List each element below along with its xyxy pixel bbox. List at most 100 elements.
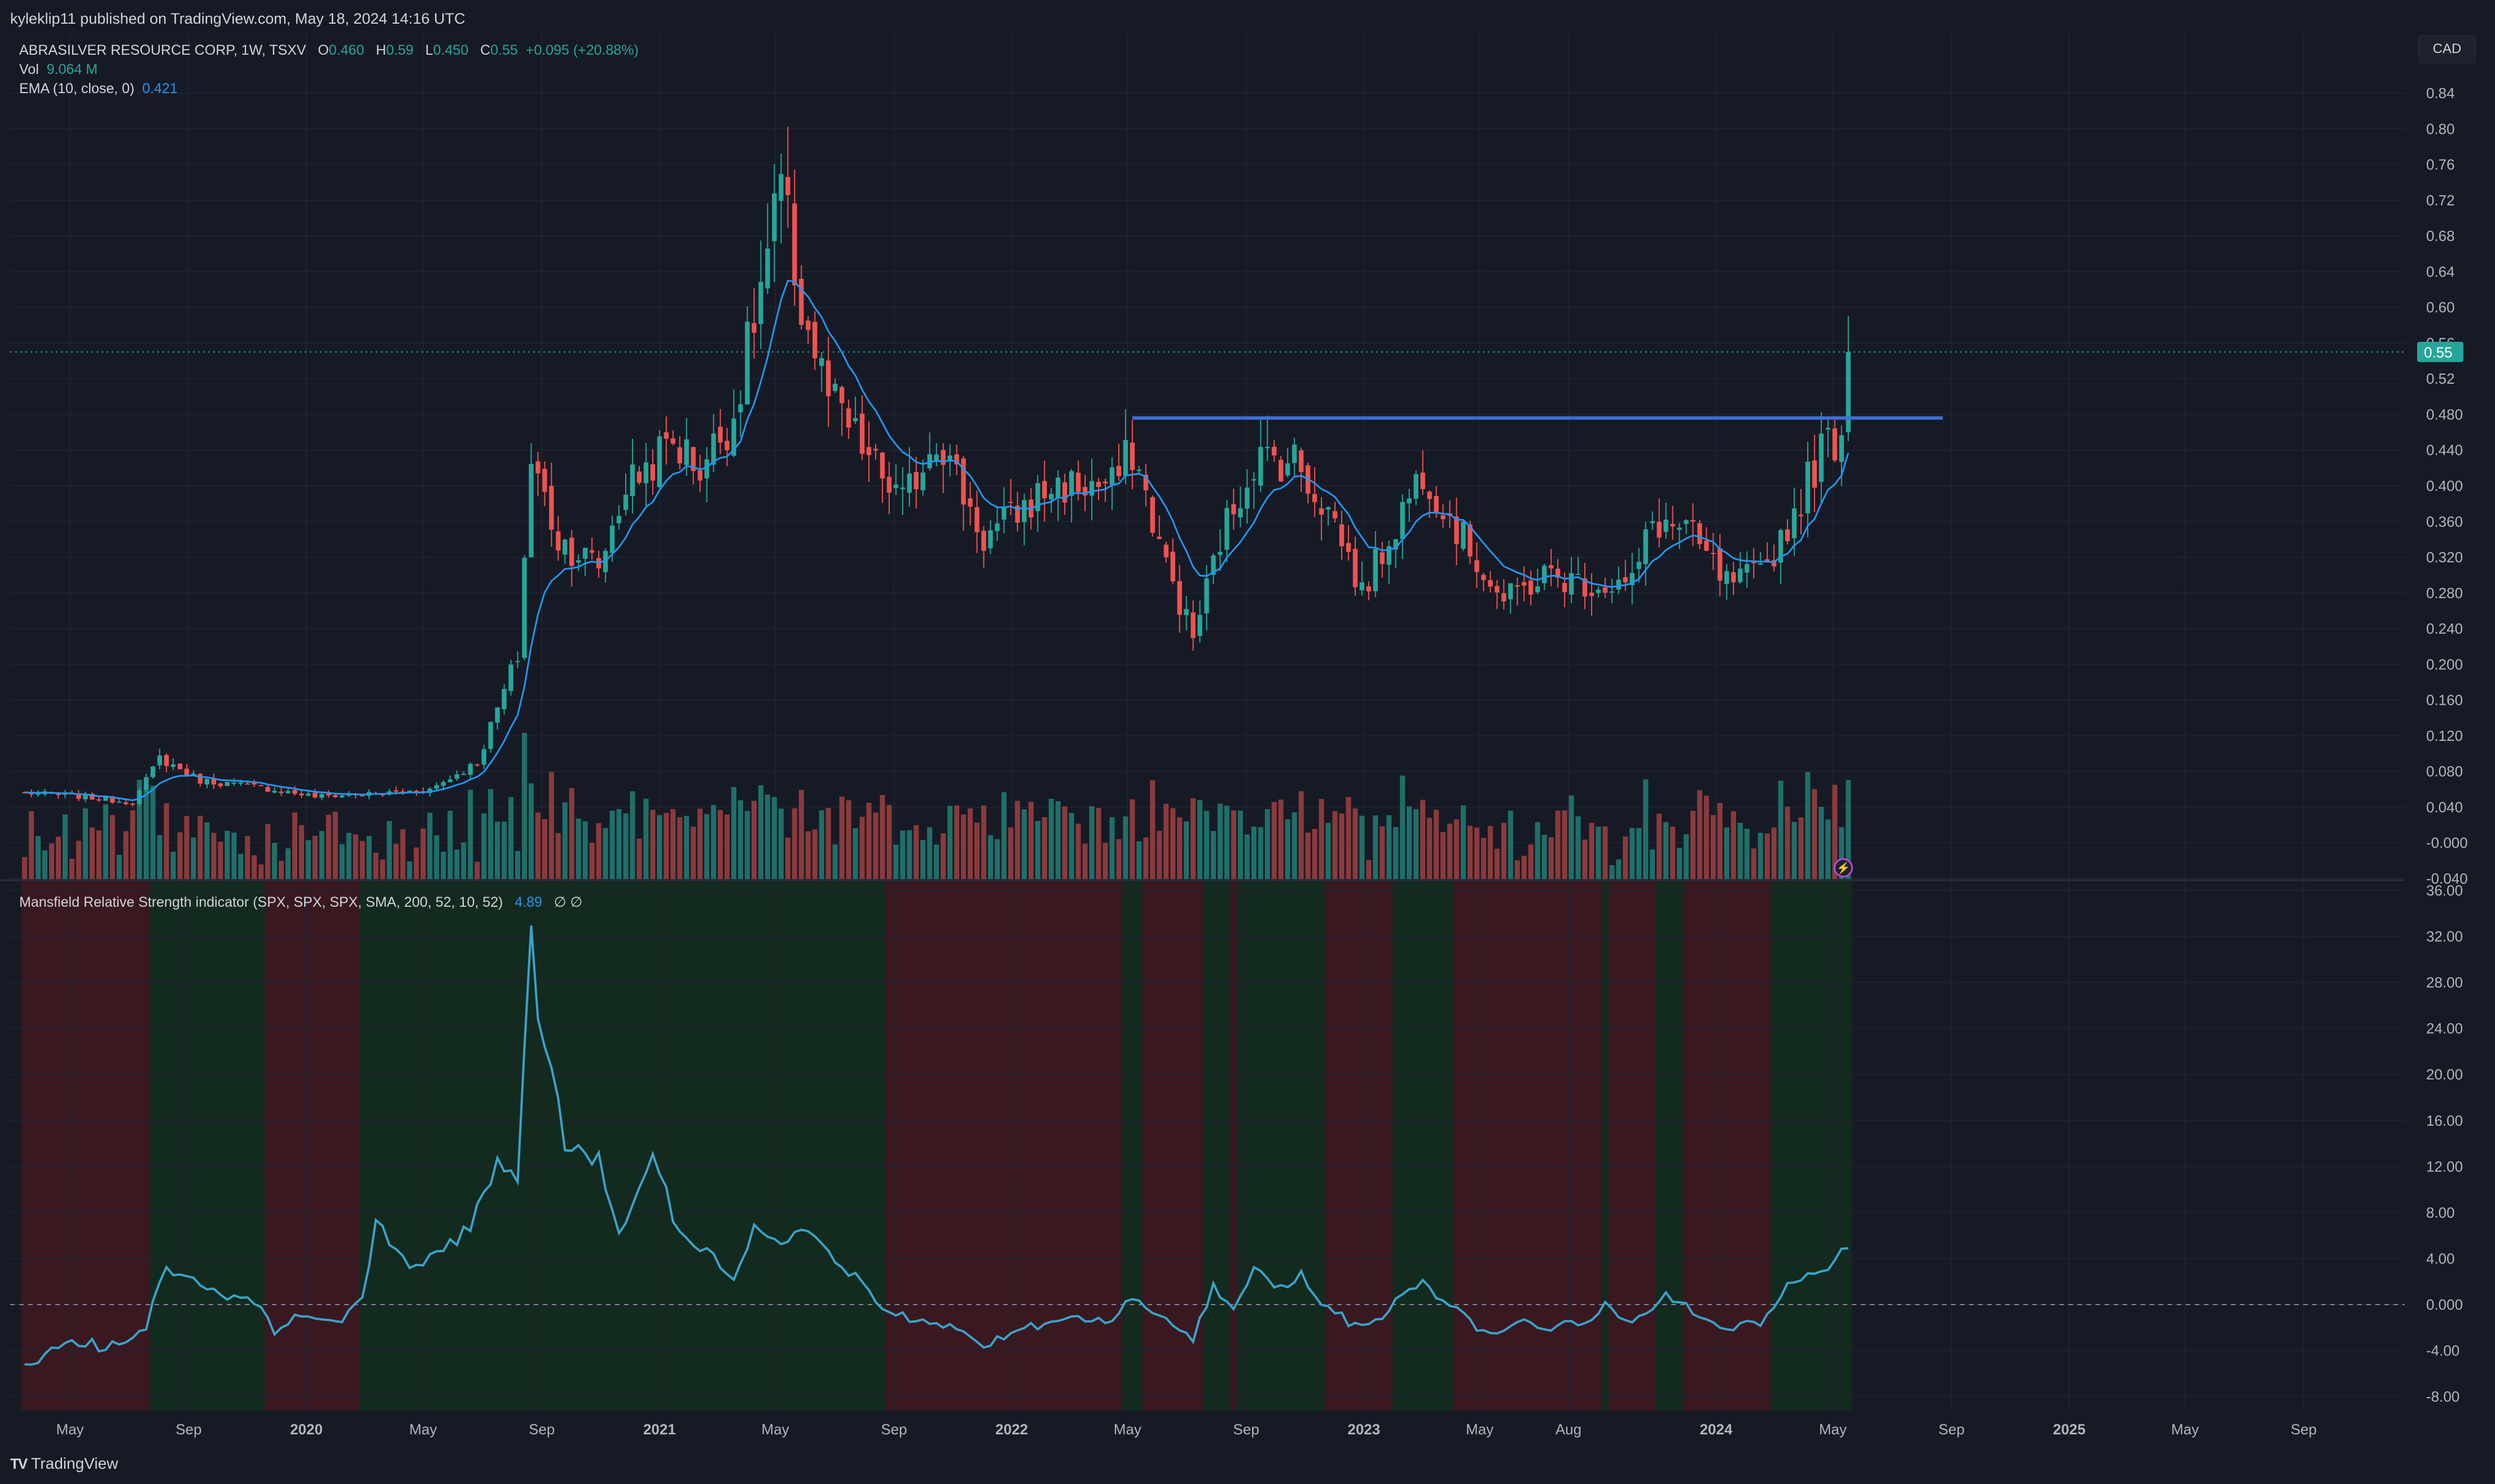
candle-body xyxy=(1211,555,1216,575)
mrs-band xyxy=(55,881,63,1411)
volume-bars xyxy=(22,732,1851,879)
volume-bar xyxy=(475,862,480,879)
volume-bar xyxy=(1805,772,1811,879)
mrs-band xyxy=(1325,881,1332,1411)
volume-bar xyxy=(521,732,528,879)
volume-bar xyxy=(400,829,406,879)
legend-row-ema[interactable]: EMA (10, close, 0) 0.421 xyxy=(19,79,639,98)
legend-row-volume[interactable]: Vol 9.064 M xyxy=(19,60,639,79)
candle-body xyxy=(1758,563,1763,565)
mrs-band xyxy=(859,881,866,1411)
volume-bar xyxy=(1548,837,1554,879)
time-tick-label: May xyxy=(1114,1421,1141,1438)
mrs-band xyxy=(237,881,245,1411)
volume-bar xyxy=(1231,810,1236,879)
price-tick-label: 0.52 xyxy=(2426,370,2455,387)
volume-bar xyxy=(576,818,581,879)
candle-body xyxy=(434,785,440,789)
candle-body xyxy=(636,471,642,483)
candle-body xyxy=(880,453,885,479)
volume-bar xyxy=(853,828,858,879)
mrs-band xyxy=(1817,881,1825,1411)
mrs-band xyxy=(1000,881,1008,1411)
candle-body xyxy=(461,774,466,775)
price-tick-label: 0.120 xyxy=(2426,727,2463,744)
candle-body xyxy=(1251,479,1257,481)
candle-body xyxy=(252,783,257,785)
candle-body xyxy=(1279,459,1284,482)
mrs-band xyxy=(95,881,103,1411)
mrs-band xyxy=(1784,881,1791,1411)
mrs-band xyxy=(1210,881,1218,1411)
volume-bar xyxy=(927,827,933,879)
mrs-band xyxy=(1568,881,1575,1411)
mrs-band xyxy=(1075,881,1082,1411)
candle-body xyxy=(1393,539,1398,550)
candle-body xyxy=(1400,502,1405,539)
candle-body xyxy=(1352,548,1358,587)
mrs-band xyxy=(528,881,535,1411)
volume-label: Vol xyxy=(19,62,39,77)
volume-bar xyxy=(1008,827,1013,879)
mrs-band xyxy=(622,881,630,1411)
volume-bar xyxy=(974,822,980,879)
symbol-label[interactable]: ABRASILVER RESOURCE CORP, 1W, TSXV xyxy=(19,42,306,58)
volume-bar xyxy=(1555,810,1561,879)
volume-bar xyxy=(1116,839,1122,879)
volume-bar xyxy=(1366,860,1372,879)
currency-button[interactable]: CAD xyxy=(2418,35,2476,63)
mrs-band xyxy=(1811,881,1818,1411)
mrs-band xyxy=(1345,881,1352,1411)
tradingview-brand[interactable]: TV TradingView xyxy=(10,1455,118,1473)
candle-body xyxy=(1069,471,1074,496)
volume-bar xyxy=(298,825,304,879)
volume-bar xyxy=(630,791,635,879)
volume-bar xyxy=(1812,789,1817,879)
volume-bar xyxy=(170,851,176,879)
candle-body xyxy=(920,472,925,490)
volume-bar xyxy=(1623,836,1628,879)
candle-body xyxy=(1285,463,1290,476)
mrs-band xyxy=(1061,881,1069,1411)
volume-bar xyxy=(1102,842,1108,879)
candle-body xyxy=(488,722,493,749)
volume-bar xyxy=(609,810,615,879)
mrs-band xyxy=(825,881,832,1411)
candle-body xyxy=(1258,447,1263,486)
mrs-tick-label: 24.00 xyxy=(2426,1020,2463,1037)
time-axis[interactable]: May Sep 2020 May Sep 2021 May Sep 2022 May Sep 2023… xyxy=(56,1421,2317,1438)
mrs-band xyxy=(798,881,805,1411)
volume-bar xyxy=(1683,834,1689,879)
volume-bar xyxy=(765,794,770,879)
candle-body xyxy=(1143,475,1149,490)
volume-bar xyxy=(792,808,797,879)
mrs-band xyxy=(662,881,670,1411)
mrs-legend[interactable]: Mansfield Relative Strength indicator (S… xyxy=(19,894,582,911)
mrs-band xyxy=(1399,881,1407,1411)
volume-bar xyxy=(272,842,278,879)
volume-bar xyxy=(582,821,588,879)
mrs-band xyxy=(1527,881,1535,1411)
candle-body xyxy=(1177,581,1182,615)
time-tick-label: 2025 xyxy=(2053,1421,2086,1438)
volume-bar xyxy=(704,814,710,879)
price-axis[interactable]: 0.840.800.760.720.680.640.600.560.520.48… xyxy=(2417,85,2468,1405)
mrs-band xyxy=(163,881,170,1411)
volume-bar xyxy=(751,801,757,879)
mrs-band xyxy=(136,881,143,1411)
lightning-icon[interactable]: ⚡ xyxy=(1834,858,1853,877)
volume-bar xyxy=(825,807,831,879)
mrs-band xyxy=(1264,881,1271,1411)
candle-body xyxy=(839,387,845,403)
volume-bar xyxy=(1737,823,1743,879)
mrs-band xyxy=(284,881,292,1411)
candle-body xyxy=(90,794,95,800)
candle-body xyxy=(1440,515,1446,520)
mrs-band xyxy=(1102,881,1109,1411)
mrs-band xyxy=(82,881,89,1411)
candle-body xyxy=(1745,564,1750,573)
volume-bar xyxy=(1096,807,1101,879)
volume-bar xyxy=(1048,798,1054,879)
candle-body xyxy=(1575,573,1581,575)
